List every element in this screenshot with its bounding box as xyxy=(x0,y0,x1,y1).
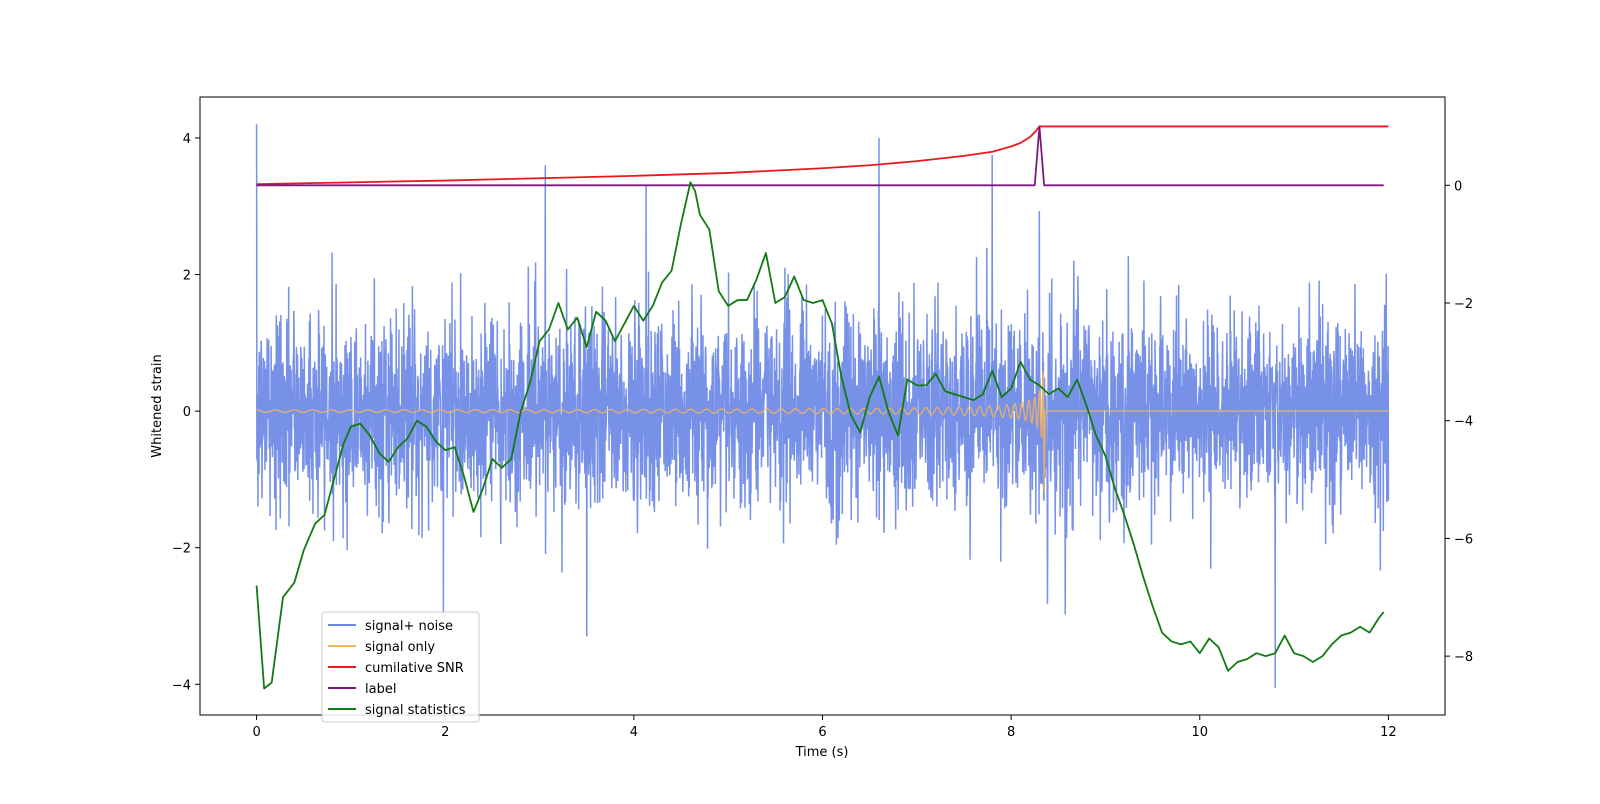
legend-label: signal statistics xyxy=(365,703,466,718)
x-tick-label: 4 xyxy=(630,725,638,740)
y-right-tick-label: −4 xyxy=(1454,415,1473,430)
x-tick-label: 0 xyxy=(252,725,260,740)
y-right-tick-label: −6 xyxy=(1454,532,1473,547)
y-left-tick-label: 4 xyxy=(183,132,191,147)
x-tick-label: 12 xyxy=(1380,725,1397,740)
legend-label: signal+ noise xyxy=(365,619,453,634)
x-tick-label: 8 xyxy=(1007,725,1015,740)
series-signal-only-line xyxy=(256,371,1389,494)
series-cumulative-snr-line xyxy=(256,125,1389,186)
legend-label: label xyxy=(365,682,396,697)
y-left-tick-label: −4 xyxy=(172,678,191,693)
series-signal-statistics-line xyxy=(255,181,1385,690)
y-right-tick-label: 0 xyxy=(1454,179,1462,194)
y-left-tick-label: −2 xyxy=(172,542,191,557)
legend-box xyxy=(321,611,480,723)
y-axis-label: Whitened strain xyxy=(150,354,165,457)
series-layer xyxy=(255,124,1390,690)
y-left-tick-label: 2 xyxy=(183,269,191,284)
x-tick-label: 6 xyxy=(818,725,826,740)
x-axis-label: Time (s) xyxy=(795,745,849,760)
series-signal-noise-line xyxy=(255,124,1390,688)
legend-label: cumilative SNR xyxy=(365,661,464,676)
series-label-line xyxy=(256,125,1384,187)
y-right-tick-label: −8 xyxy=(1454,650,1473,665)
y-left-tick-label: 0 xyxy=(183,405,191,420)
legend-label: signal only xyxy=(365,640,435,655)
y-right-tick-label: −2 xyxy=(1454,297,1473,312)
axes-layer: 0 2 4 6 8 10 12 −4 −2 0 2 4 −8 −6 −4 −2 0 xyxy=(172,132,1473,740)
x-tick-label: 10 xyxy=(1191,725,1208,740)
x-tick-label: 2 xyxy=(441,725,449,740)
legend: signal+ noise signal only cumilative SNR la… xyxy=(321,611,480,723)
